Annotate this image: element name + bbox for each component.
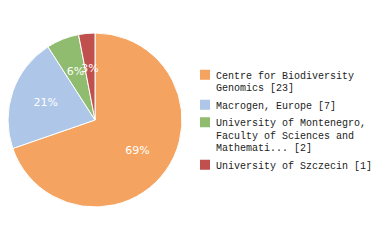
legend-label: Centre for BiodiversityGenomics [23] [216,71,354,95]
legend-swatch [200,160,210,170]
slice-label: 3% [81,62,98,75]
chart: 69%21%6%3%Centre for BiodiversityGenomic… [0,0,380,240]
slices [8,33,182,207]
legend: Centre for BiodiversityGenomics [23] Macr… [200,70,372,172]
slice-label: 69% [125,144,149,157]
chart-container: 69%21%6%3%Centre for BiodiversityGenomic… [0,0,380,240]
legend-label: Macrogen, Europe [7] [216,101,336,112]
slice-label: 21% [33,96,57,109]
legend-swatch [200,100,210,110]
slice-labels: 69%21%6%3% [33,62,149,157]
legend-swatch [200,117,210,127]
legend-label: University of Montenegro,Faculty of Scie… [216,118,366,154]
legend-swatch [200,70,210,80]
legend-label: University of Szczecin [1] [216,161,372,172]
